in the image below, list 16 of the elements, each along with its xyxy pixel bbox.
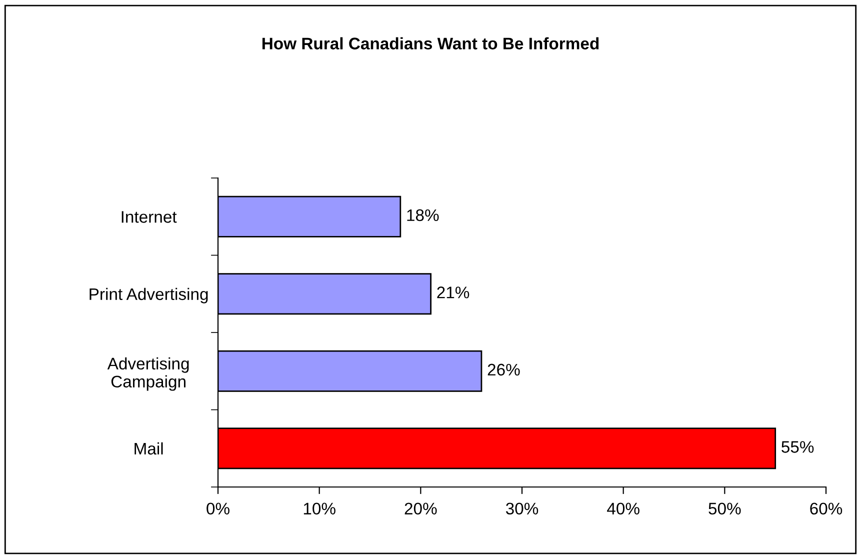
x-tick-label: 10%	[304, 502, 336, 515]
x-tick-label: 20%	[404, 502, 437, 515]
y-tick-label: Internet	[122, 211, 177, 223]
y-tick-label: Advertising Campaign	[107, 357, 189, 391]
y-tick-label: Print Advertising	[90, 288, 208, 304]
y-tick-label: Mail	[134, 442, 163, 455]
x-tick-label: 30%	[506, 502, 538, 515]
data-label: 55%	[782, 441, 814, 453]
x-tick-label: 50%	[708, 502, 741, 515]
data-label: 26%	[488, 364, 520, 376]
chart-title: How Rural Canadians Want to Be Informed	[262, 37, 599, 50]
data-label: 18%	[407, 209, 439, 222]
data-label: 21%	[437, 286, 470, 298]
x-tick-label: 0%	[206, 502, 230, 515]
x-tick-label: 40%	[607, 502, 640, 515]
x-tick-label: 60%	[810, 502, 842, 515]
